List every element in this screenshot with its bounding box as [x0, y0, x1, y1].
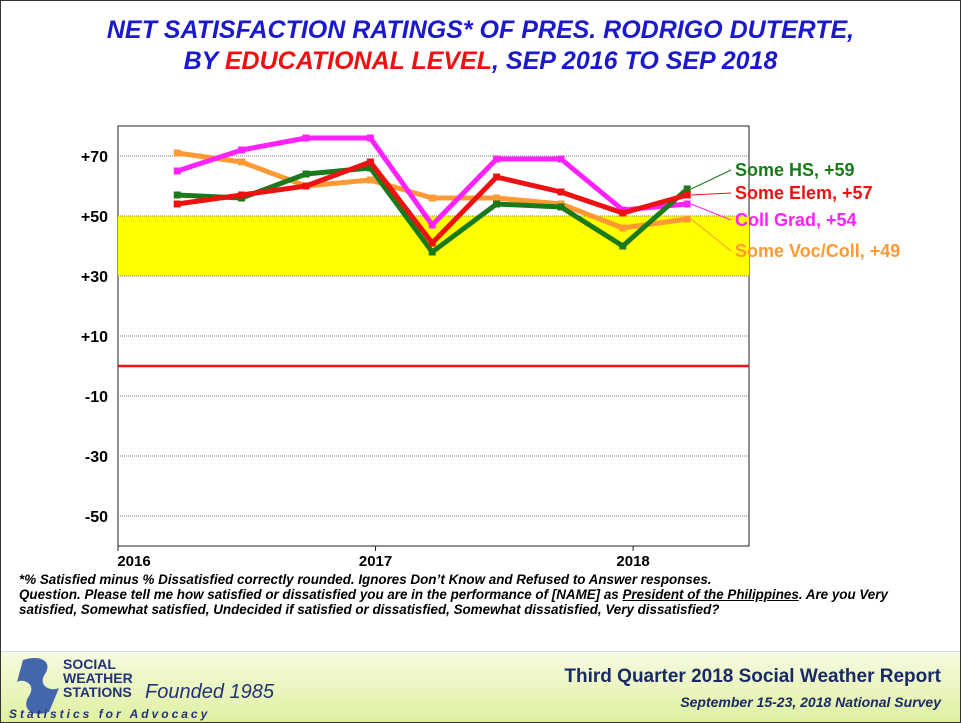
leader-line: [691, 192, 732, 196]
point: [238, 158, 246, 166]
y-tick-label: +50: [81, 209, 108, 226]
y-tick-label: -50: [85, 509, 108, 526]
series-label: Some Voc/Coll, +49: [735, 241, 900, 261]
point: [366, 176, 374, 184]
title-text: BY: [183, 47, 225, 75]
point: [238, 146, 246, 154]
y-tick-label: -30: [85, 449, 108, 466]
title-text: , SEP 2016 TO SEP 2018: [492, 47, 778, 75]
point: [557, 188, 565, 196]
point: [493, 173, 501, 181]
point: [302, 170, 310, 178]
point: [366, 134, 374, 142]
chart-title: NET SATISFACTION RATINGS* OF PRES. RODRI…: [1, 15, 960, 77]
point: [493, 155, 501, 163]
y-tick-label: +10: [81, 329, 108, 346]
footnote: *% Satisfied minus % Dissatisfied correc…: [19, 572, 949, 617]
point: [302, 134, 310, 142]
point: [428, 248, 436, 256]
point: [683, 215, 691, 223]
point: [173, 167, 181, 175]
point: [493, 194, 501, 202]
series-label: Some Elem, +57: [735, 183, 873, 203]
logo-tagline: Statistics for Advocacy: [9, 707, 210, 721]
point: [619, 242, 627, 250]
title-text: EDUCATIONAL LEVEL: [224, 47, 492, 75]
point: [493, 200, 501, 208]
point: [366, 158, 374, 166]
footnote-text: Question. Please tell me how satisfied o…: [19, 587, 623, 602]
logo-text: WEATHER: [63, 670, 133, 686]
series-label: Coll Grad, +54: [735, 210, 857, 230]
title-text: NET SATISFACTION RATINGS* OF PRES. RODRI…: [106, 16, 855, 44]
y-tick-label: -10: [85, 389, 108, 406]
point: [619, 209, 627, 217]
point: [683, 191, 691, 199]
x-tick-label: 2017: [359, 553, 392, 570]
y-tick-label: +70: [81, 149, 108, 166]
point: [619, 224, 627, 232]
point: [173, 149, 181, 157]
logo-icon: [17, 657, 59, 714]
point: [428, 239, 436, 247]
leader-line: [690, 169, 732, 190]
x-tick-label: 2018: [616, 553, 649, 570]
footer-graphics: SOCIAL WEATHER STATIONS Founded 1985 Sta…: [9, 656, 942, 721]
point: [683, 185, 691, 193]
point: [428, 221, 436, 229]
footer: SOCIAL WEATHER STATIONS Founded 1985 Sta…: [1, 651, 960, 722]
point: [428, 194, 436, 202]
report-title: Third Quarter 2018 Social Weather Report: [564, 666, 941, 687]
leader-line: [691, 203, 732, 221]
x-tick-label: 2016: [117, 553, 150, 570]
footnote-text: . Are you Very satisfied, Somewhat satis…: [19, 587, 888, 617]
series-label: Some HS, +59: [735, 160, 855, 180]
leader-line: [690, 218, 732, 252]
point: [557, 203, 565, 211]
chart: +70 +50 +30 +10 -10 -30 -50 2016 2017 2018 Some Vo…: [81, 125, 900, 570]
logo-text: STATIONS: [63, 684, 132, 700]
logo-text: SOCIAL: [63, 656, 116, 672]
survey-title: September 15-23, 2018 National Survey: [680, 694, 942, 710]
point: [366, 164, 374, 172]
point: [173, 200, 181, 208]
point: [683, 200, 691, 208]
footnote-link: President of the Philippines: [622, 587, 799, 602]
logo-founded: Founded 1985: [145, 681, 275, 703]
point: [302, 182, 310, 190]
point: [173, 191, 181, 199]
point: [238, 191, 246, 199]
y-tick-label: +30: [81, 269, 108, 286]
footnote-text: *% Satisfied minus % Dissatisfied correc…: [19, 572, 712, 587]
point: [557, 155, 565, 163]
